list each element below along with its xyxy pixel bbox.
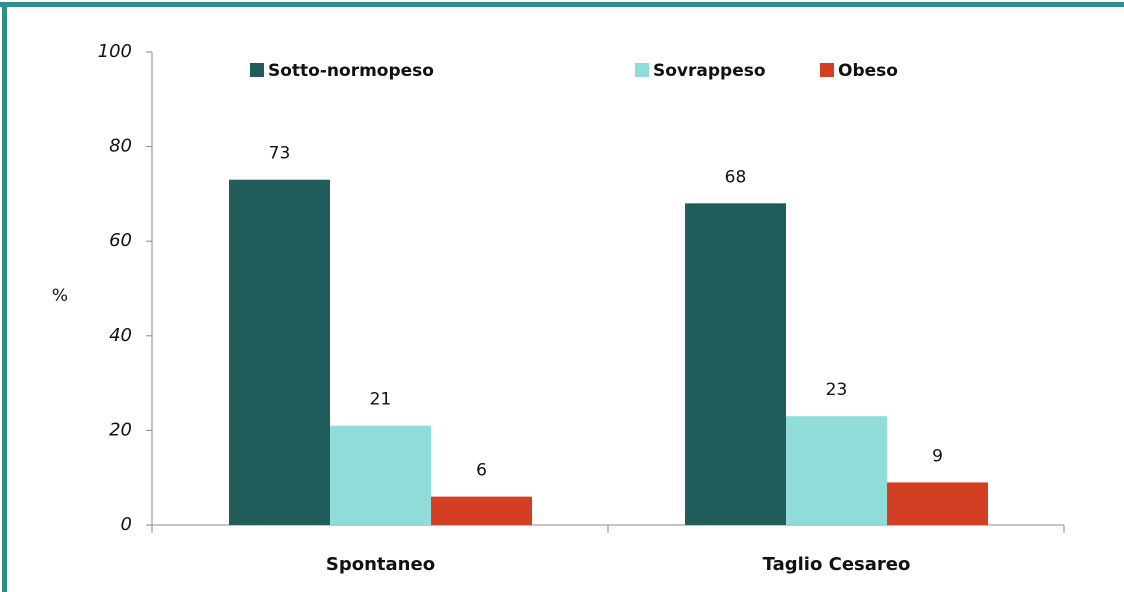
y-tick-label: 100 — [98, 41, 132, 62]
bar — [786, 416, 887, 525]
bar — [887, 482, 988, 525]
y-tick-label: 20 — [109, 419, 132, 440]
y-axis-label: % — [52, 286, 68, 306]
legend-swatch — [820, 63, 834, 77]
x-tick-label: Taglio Cesareo — [763, 554, 911, 575]
frame-top — [0, 2, 1124, 7]
bar — [431, 496, 532, 525]
y-tick-label: 60 — [109, 230, 132, 251]
frame-left — [2, 2, 7, 592]
data-label: 21 — [370, 390, 392, 410]
legend-swatch — [250, 63, 264, 77]
bar — [685, 203, 786, 526]
y-tick-label: 80 — [109, 136, 132, 157]
bar — [330, 425, 431, 525]
data-label: 6 — [476, 461, 487, 481]
legend-label: Obeso — [838, 61, 898, 81]
bar — [229, 179, 330, 525]
x-tick-label: Spontaneo — [326, 554, 435, 575]
y-tick-label: 0 — [121, 514, 132, 535]
data-label: 23 — [826, 380, 848, 400]
legend-label: Sotto-normopeso — [268, 61, 434, 81]
y-tick-label: 40 — [109, 325, 132, 346]
data-label: 68 — [725, 167, 747, 187]
legend-label: Sovrappeso — [653, 61, 766, 81]
data-label: 9 — [932, 446, 943, 466]
legend-swatch — [635, 63, 649, 77]
data-label: 73 — [269, 144, 291, 164]
